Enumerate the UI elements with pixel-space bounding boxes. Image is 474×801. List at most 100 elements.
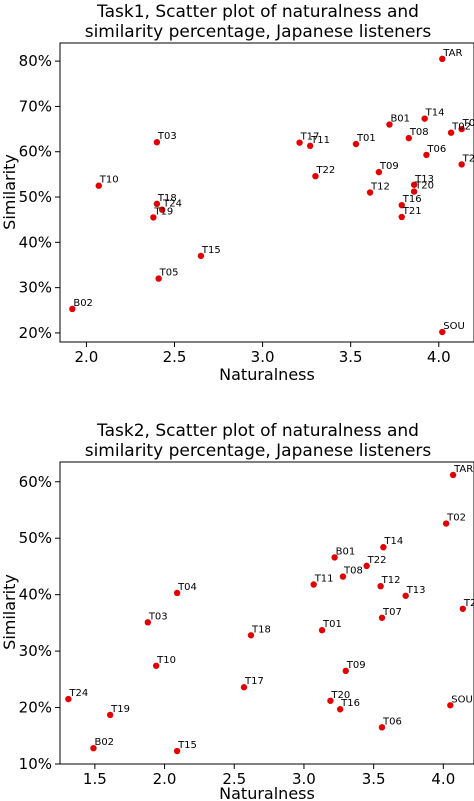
scatter-point	[296, 139, 303, 146]
scatter-point	[442, 520, 450, 527]
plot-area	[59, 461, 474, 765]
scatter-point	[327, 697, 334, 704]
scatter-point	[398, 213, 405, 221]
chart-title-line-1: Task2, Scatter plot of naturalness and	[96, 421, 419, 441]
point-label: SOU	[443, 321, 465, 332]
scatter-point	[106, 711, 114, 719]
point-label: T07	[462, 118, 474, 129]
point-label: T16	[340, 698, 360, 709]
point-label: T08	[409, 127, 429, 138]
scatter-point	[90, 744, 97, 752]
point-label: B01	[390, 114, 410, 125]
scatter-point	[336, 706, 344, 713]
point-label: T14	[383, 536, 403, 547]
scatter-point	[378, 724, 386, 731]
scatter-point	[331, 554, 338, 561]
point-label: T03	[157, 131, 177, 142]
scatter-point	[153, 139, 161, 146]
scatter-point	[410, 181, 418, 188]
point-label: T23	[462, 153, 474, 164]
x-tick-label: 4.0	[431, 770, 455, 788]
point-label: T01	[356, 133, 376, 144]
point-label: T06	[382, 716, 402, 727]
point-label: T02	[451, 122, 471, 133]
point-label: TAR	[453, 464, 473, 475]
scatter-point	[459, 605, 467, 612]
y-tick-label: 60%	[19, 143, 52, 161]
scatter-point	[173, 747, 181, 755]
scatter-point	[310, 581, 317, 588]
x-tick-label: 4.0	[427, 348, 451, 366]
scatter-point	[69, 305, 76, 313]
scatter-point	[158, 206, 166, 213]
scatter-point	[405, 134, 413, 142]
scatter-point	[240, 684, 248, 691]
point-label: T24	[68, 688, 88, 699]
scatter-point	[439, 55, 446, 63]
x-tick-label: 3.5	[339, 348, 363, 366]
chart-title-line-2: similarity percentage, Japanese listener…	[85, 22, 432, 42]
axis-ticks: 2.0 2.5 3.0 3.5 4.0 20% 30% 40% 50% 60% 70% 80%	[19, 52, 451, 366]
point-label: T17	[244, 676, 264, 687]
point-label: T10	[99, 175, 119, 186]
data-points: TAR T02 T14 B01 T22 T08 T11 T12 T13 T23 T07 T04 T03 T…	[65, 464, 474, 755]
plot-area	[59, 42, 474, 343]
scatter-point	[152, 662, 160, 669]
point-label: T22	[315, 165, 335, 176]
scatter-point	[65, 695, 72, 703]
y-tick-label: 20%	[19, 324, 52, 342]
scatter-point	[173, 589, 181, 597]
point-label: B01	[336, 546, 356, 557]
point-label: T22	[367, 555, 387, 566]
scatter-point	[339, 573, 347, 580]
point-label: B02	[73, 298, 93, 309]
x-tick-label: 1.5	[83, 770, 107, 788]
scatter-point	[447, 702, 454, 709]
scatter-point	[150, 214, 157, 221]
point-label: T06	[426, 144, 446, 155]
point-label: T18	[251, 624, 271, 635]
scatter-point	[421, 115, 428, 122]
scatter-point	[439, 328, 446, 336]
x-tick-label: 2.0	[153, 770, 177, 788]
axis-ticks: 1.5 2.0 2.5 3.0 3.5 4.0 10% 20% 30% 40% 50% 60%	[19, 473, 456, 788]
y-tick-label: 10%	[19, 755, 52, 773]
point-label: T12	[381, 575, 401, 586]
scatter-point	[375, 168, 383, 176]
x-tick-label: 3.0	[251, 348, 275, 366]
scatter-point	[458, 125, 465, 133]
point-label: T16	[402, 194, 422, 205]
point-label: T15	[201, 245, 221, 256]
scatter-point	[449, 471, 457, 479]
scatter-point	[318, 627, 326, 634]
x-tick-label: 3.5	[362, 770, 386, 788]
scatter-point	[153, 200, 161, 208]
chart-task2: Task2, Scatter plot of naturalness and s…	[0, 421, 474, 801]
scatter-point	[380, 544, 387, 551]
scatter-point	[155, 275, 162, 282]
point-label: T23	[463, 598, 474, 609]
x-tick-label: 3.0	[292, 770, 316, 788]
scatter-point	[366, 189, 374, 196]
x-tick-label: 2.5	[163, 348, 187, 366]
y-tick-label: 50%	[19, 529, 52, 547]
y-tick-label: 30%	[19, 642, 52, 660]
y-tick-label: 70%	[19, 97, 52, 115]
scatter-point	[342, 667, 349, 675]
point-label: T18	[157, 193, 177, 204]
scatter-point	[386, 121, 393, 128]
point-label: T02	[446, 513, 466, 524]
point-label: T13	[406, 585, 426, 596]
chart-task1: Task1, Scatter plot of naturalness and s…	[0, 2, 474, 384]
scatter-point	[458, 161, 465, 168]
y-tick-label: 40%	[19, 586, 52, 604]
scatter-point	[410, 188, 418, 195]
point-label: T01	[322, 619, 342, 630]
point-label: T07	[382, 607, 402, 618]
point-label: T15	[177, 740, 197, 751]
point-label: T09	[379, 161, 399, 172]
x-tick-label: 2.5	[222, 770, 246, 788]
chart-title-line-1: Task1, Scatter plot of naturalness and	[96, 2, 419, 22]
scatter-point	[306, 142, 314, 150]
